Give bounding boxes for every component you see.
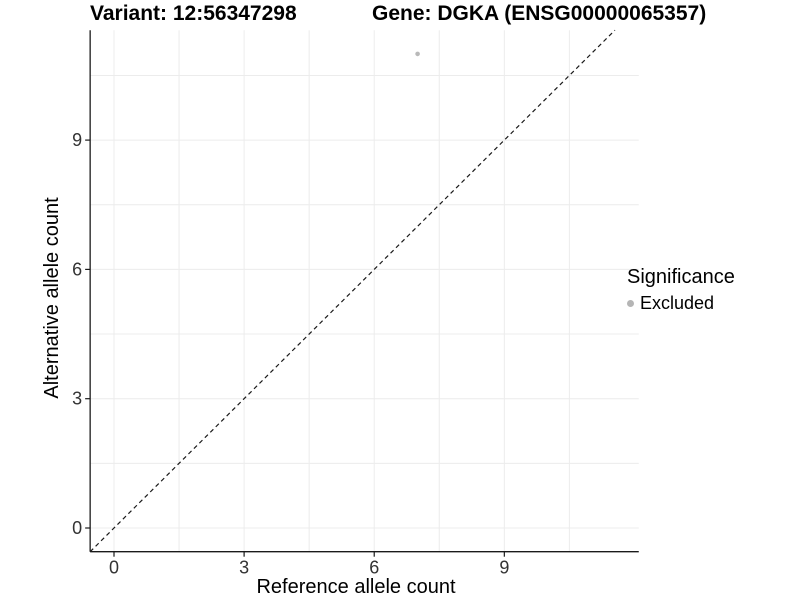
legend-title: Significance — [627, 266, 735, 288]
legend-key-dot-icon — [627, 300, 634, 307]
x-tick-label: 6 — [369, 558, 379, 578]
legend-item-label: Excluded — [640, 293, 715, 313]
y-tick-label: 9 — [72, 130, 82, 150]
y-tick-label: 0 — [72, 518, 82, 538]
x-tick-label: 3 — [239, 558, 249, 578]
legend-item-excluded: Excluded — [627, 293, 735, 314]
generated-plot-layer: 0 3 6 9 0 3 6 9 — [72, 29, 639, 578]
y-axis-title: Alternative allele count — [41, 197, 63, 399]
data-point — [415, 51, 420, 57]
y-tick-label: 3 — [72, 389, 82, 409]
legend: Significance Excluded — [627, 264, 735, 314]
identity-line — [89, 29, 616, 553]
plot-title-gene: Gene: DGKA (ENSG00000065357) — [372, 2, 707, 25]
plot-title-variant: Variant: 12:56347298 — [90, 2, 297, 25]
y-tick-label: 6 — [72, 259, 82, 279]
x-tick-label: 0 — [109, 558, 119, 578]
x-tick-label: 9 — [499, 558, 509, 578]
x-axis-title: Reference allele count — [256, 576, 455, 598]
